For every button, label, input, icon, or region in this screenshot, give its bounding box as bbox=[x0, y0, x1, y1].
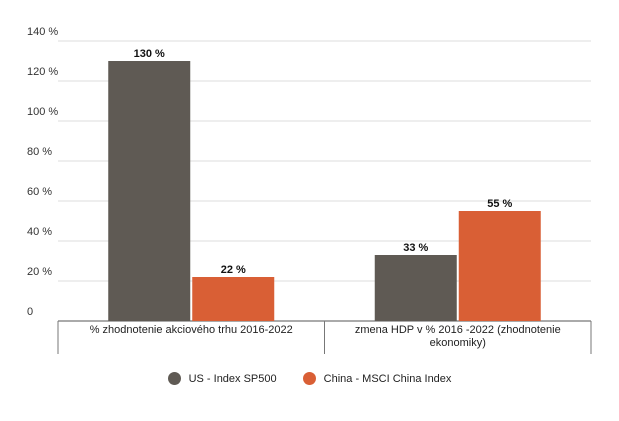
legend-label-us: US - Index SP500 bbox=[188, 372, 277, 385]
legend-swatch-us bbox=[167, 372, 181, 385]
bar-china bbox=[192, 277, 275, 321]
bar-china bbox=[458, 211, 541, 321]
legend-swatch-china bbox=[302, 372, 316, 385]
chart-legend: US - Index SP500 China - MSCI China Inde… bbox=[0, 372, 619, 385]
data-label: 33 % bbox=[403, 242, 428, 254]
y-tick-label: 120 % bbox=[27, 66, 58, 78]
y-tick-label: 20 % bbox=[27, 266, 52, 278]
y-tick-label: 0 bbox=[27, 306, 33, 318]
y-tick-label: 140 % bbox=[27, 26, 58, 38]
bar-us bbox=[374, 255, 457, 321]
category-label: zmena HDP v % 2016 -2022 (zhodnotenie eko… bbox=[355, 324, 561, 349]
legend-item-us: US - Index SP500 bbox=[167, 372, 277, 385]
y-tick-label: 60 % bbox=[27, 186, 52, 198]
category-label: % zhodnotenie akciového trhu 2016-2022 bbox=[90, 324, 293, 336]
y-tick-label: 100 % bbox=[27, 106, 58, 118]
y-tick-label: 80 % bbox=[27, 146, 52, 158]
legend-item-china: China - MSCI China Index bbox=[302, 372, 452, 385]
bar-us bbox=[108, 61, 191, 321]
data-label: 22 % bbox=[221, 264, 246, 276]
data-label: 55 % bbox=[487, 198, 512, 210]
legend-label-china: China - MSCI China Index bbox=[323, 372, 452, 385]
data-label: 130 % bbox=[134, 48, 165, 60]
y-tick-label: 40 % bbox=[27, 226, 52, 238]
